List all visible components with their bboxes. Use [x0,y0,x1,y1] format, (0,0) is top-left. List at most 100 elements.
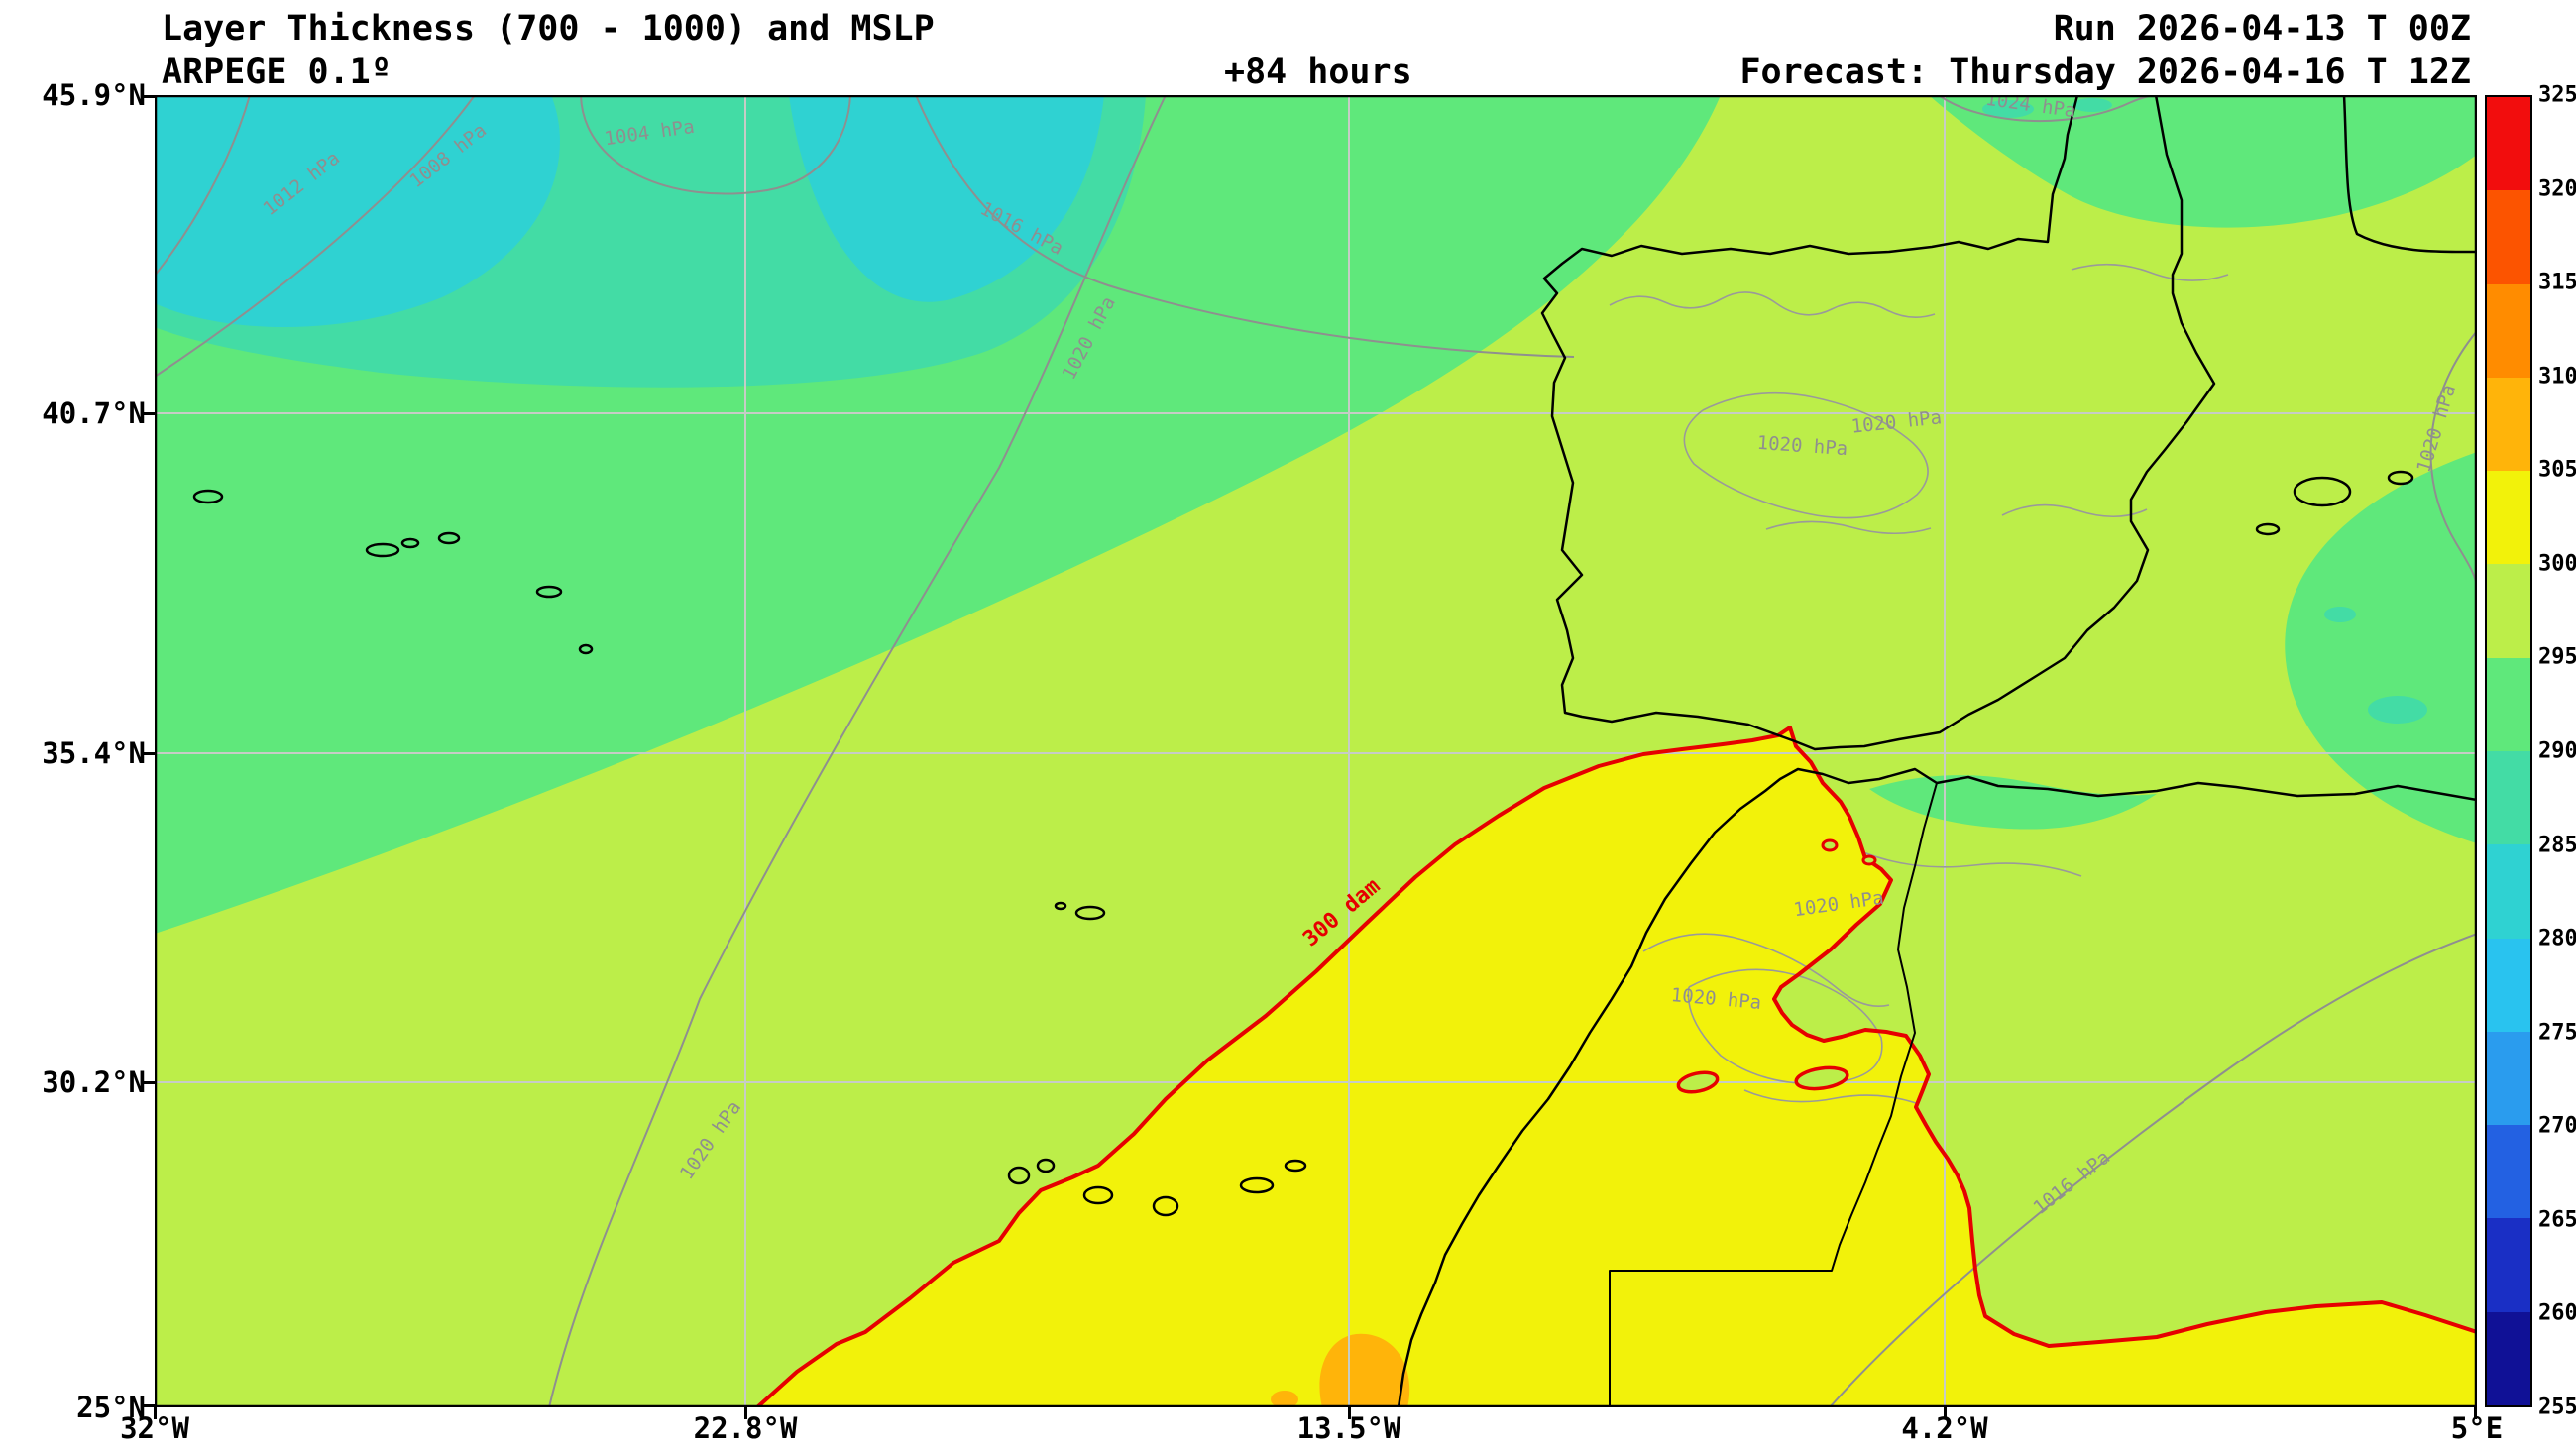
terrain-squiggle [1862,851,2082,877]
thickness-contour-loop [1861,854,1877,866]
lon-label-5E: 5°E [2450,1411,2504,1445]
island-ibiza [2255,522,2281,536]
colorbar-tick-label: 265 [2538,1207,2576,1233]
colorbar-segment [2487,750,2530,845]
run-label: Run 2026-04-13 T 00Z [2053,9,2471,49]
axis-tick [143,1081,155,1084]
terrain-squiggle [1683,391,1929,519]
lead-time-label: +84 hours [1224,53,1412,92]
island-canary [1082,1185,1114,1205]
axis-tick [143,752,155,755]
colorbar-segment [2487,564,2530,658]
region-290-295-biscay [1929,95,2477,228]
map-plot-area: 1004 hPa 1008 hPa 1012 hPa 1016 hPa 1020… [155,95,2477,1407]
model-label: ARPEGE 0.1º [162,53,392,92]
thickness-contour-loop [1821,838,1839,852]
region-285-290-spot [1982,100,2034,118]
colorbar-segment [2487,377,2530,472]
island-azores [578,643,594,655]
chart-title: Layer Thickness (700 - 1000) and MSLP [162,9,935,49]
colorbar-tick-label: 290 [2538,738,2576,764]
island-canary [1239,1176,1275,1194]
island-canary [1152,1195,1179,1217]
terrain-squiggle [1642,933,1890,1007]
island-azores [535,585,563,599]
region-280-285-center [789,95,1104,302]
graticule [155,95,2477,1407]
colorbar-tick-label: 295 [2538,644,2576,670]
colorbar-segment [2487,283,2530,378]
colorbar [2485,95,2532,1407]
island-canary [1036,1158,1056,1173]
region-285-290-spot [2324,607,2356,622]
terrain-squiggle [2001,503,2148,518]
axis-tick [143,412,155,415]
colorbar-tick-label: 285 [2538,833,2576,858]
axis-tick [143,1404,155,1407]
isobar-1020 [548,95,1167,1407]
forecast-label: Forecast: Thursday 2026-04-16 T 12Z [1739,53,2471,92]
axis-tick [143,95,155,98]
island-azores [437,531,461,545]
coastlines [192,95,2477,1407]
thickness-contour-main [755,726,2477,1407]
colorbar-tick-label: 280 [2538,926,2576,951]
thickness-contour-loop [1676,1070,1720,1094]
border-northwest-africa [1609,782,1938,1407]
lat-label-35.4N: 35.4°N [42,736,146,770]
thickness-contour-loop [1794,1065,1849,1091]
region-305-310 [1319,1333,1410,1407]
plot-frame [155,95,2477,1407]
axis-tick [1944,1407,1947,1419]
colorbar-segment [2487,1218,2530,1312]
axis-tick [1348,1407,1351,1419]
coastline-gulf-of-lion [2342,95,2477,254]
lat-label-30.2N: 30.2°N [42,1065,146,1099]
colorbar-tick-label: 305 [2538,457,2576,483]
colorbar-tick-label: 260 [2538,1300,2576,1326]
terrain-squiggle [1765,520,1932,535]
axis-tick [744,1407,747,1419]
island-canary [1007,1166,1031,1185]
region-300-305 [757,727,2477,1407]
thickness-mslp-map: 1004 hPa 1008 hPa 1012 hPa 1016 hPa 1020… [155,95,2477,1407]
island-menorca [2387,470,2414,486]
colorbar-segment [2487,1311,2530,1405]
colorbar-segment [2487,190,2530,284]
isobar-1020-east [2429,330,2477,590]
terrain-squiggle [1687,968,1883,1085]
terrain-squiggle [1609,291,1936,318]
colorbar-segment [2487,471,2530,565]
colorbar-tick-label: 300 [2538,551,2576,577]
colorbar-tick-label: 325 [2538,82,2576,108]
colorbar-segment [2487,97,2530,191]
island-madeira [1054,901,1067,911]
axis-tick [154,1407,157,1419]
isobar-1012 [155,95,251,277]
colorbar-segment [2487,938,2530,1032]
region-290-295-alboran [1869,775,2157,830]
colorbar-tick-label: 320 [2538,176,2576,202]
colorbar-labels: 325 320 315 310 305 300 295 290 285 280 275 270 265 2… [2538,83,2576,1420]
coastline-north-africa [1397,767,2477,1407]
island-azores [400,537,420,549]
coastline-iberia [1540,95,2216,751]
region-290-295-mediterranean [2285,452,2477,843]
island-mallorca [2293,476,2352,507]
region-305-310-spot [1271,1391,1298,1407]
lat-label-40.7N: 40.7°N [42,396,146,430]
region-285-290-spot [2072,98,2112,112]
lat-label-45.9N: 45.9°N [42,78,146,112]
terrain-squiggle [2071,263,2229,281]
region-285-290-spot [2368,696,2427,724]
island-canary [1284,1159,1307,1173]
isobar-1016 [915,95,1575,358]
isobars [155,95,2477,1407]
colorbar-tick-label: 275 [2538,1020,2576,1046]
isobar-1004 [580,95,851,195]
isobar-1008 [155,95,476,378]
colorbar-segment [2487,1031,2530,1126]
isobar-1016-south [1829,933,2477,1407]
island-azores [192,489,224,504]
island-madeira [1074,905,1106,921]
